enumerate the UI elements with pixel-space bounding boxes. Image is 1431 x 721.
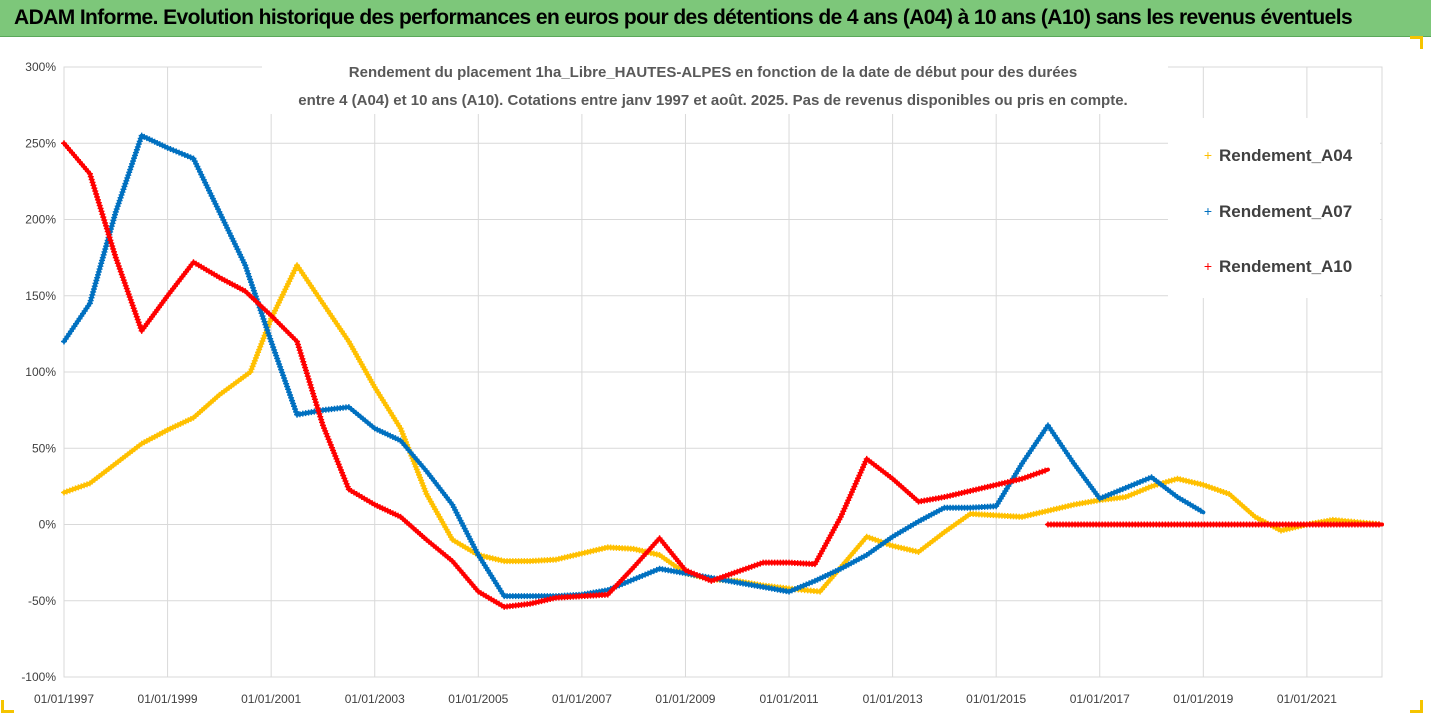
- series-markers: [61, 140, 1049, 610]
- banner-title: ADAM Informe. Evolution historique des p…: [14, 6, 1353, 29]
- corner-mark-bottom-left: [1, 700, 14, 713]
- legend-background: [1168, 118, 1380, 298]
- series-line: [62, 133, 1206, 599]
- y-tick-label: 300%: [25, 60, 56, 74]
- y-tick-label: -100%: [21, 670, 56, 684]
- y-tick-label: 200%: [25, 213, 56, 227]
- y-tick-label: -50%: [28, 594, 56, 608]
- legend-item-a10: + Rendement_A10: [1204, 257, 1352, 276]
- series-markers: [1044, 521, 1382, 528]
- y-tick-label: 0%: [39, 518, 57, 532]
- x-tick-label: 01/01/2015: [966, 692, 1026, 706]
- y-tick-label: 250%: [25, 136, 56, 150]
- x-tick-label: 01/01/2011: [759, 692, 818, 706]
- x-tick-label: 01/01/1997: [34, 692, 94, 706]
- chart-title-line-1: Rendement du placement 1ha_Libre_HAUTES-…: [349, 64, 1077, 81]
- legend-marker-a04: +: [1204, 147, 1212, 163]
- legend-marker-a10: +: [1204, 258, 1212, 274]
- legend-item-a04: + Rendement_A04: [1204, 146, 1353, 165]
- series-a10-zero-segment: [1044, 521, 1384, 528]
- series-line: [62, 141, 1050, 609]
- legend: + Rendement_A04 + Rendement_A07 + Rendem…: [1168, 118, 1380, 298]
- x-tick-label: 01/01/2005: [448, 692, 508, 706]
- legend-item-a07: + Rendement_A07: [1204, 202, 1352, 221]
- y-tick-label: 150%: [25, 289, 56, 303]
- legend-label-a10: Rendement_A10: [1219, 257, 1352, 276]
- y-tick-label: 50%: [32, 441, 56, 455]
- x-tick-label: 01/01/2013: [863, 692, 923, 706]
- x-tick-label: 01/01/2003: [345, 692, 405, 706]
- series-layer: [61, 132, 1384, 610]
- x-tick-label: 01/01/2007: [552, 692, 612, 706]
- corner-mark-bottom-right: [1410, 700, 1423, 713]
- corner-mark-top-right: [1410, 36, 1423, 49]
- x-tick-label: 01/01/2021: [1277, 692, 1337, 706]
- y-axis-ticks: 300% 250% 200% 150% 100% 50% 0% -50% -100%: [21, 60, 56, 684]
- x-tick-label: 01/01/1999: [138, 692, 198, 706]
- legend-label-a04: Rendement_A04: [1219, 146, 1353, 165]
- header-banner: ADAM Informe. Evolution historique des p…: [0, 0, 1431, 37]
- x-tick-label: 01/01/2019: [1173, 692, 1233, 706]
- chart-title-line-2: entre 4 (A04) et 10 ans (A10). Cotations…: [298, 92, 1127, 109]
- chart-title: Rendement du placement 1ha_Libre_HAUTES-…: [262, 54, 1168, 114]
- x-tick-label: 01/01/2017: [1070, 692, 1130, 706]
- y-tick-label: 100%: [25, 365, 56, 379]
- title-background: [262, 54, 1168, 114]
- series-markers: [61, 132, 1204, 600]
- series-rendement_a07: [61, 132, 1206, 600]
- series-rendement_a10: [61, 140, 1050, 610]
- x-tick-label: 01/01/2009: [655, 692, 715, 706]
- legend-marker-a07: +: [1204, 203, 1212, 219]
- x-axis-ticks: 01/01/1997 01/01/1999 01/01/2001 01/01/2003…: [34, 692, 1337, 706]
- x-tick-label: 01/01/2001: [241, 692, 301, 706]
- legend-label-a07: Rendement_A07: [1219, 202, 1352, 221]
